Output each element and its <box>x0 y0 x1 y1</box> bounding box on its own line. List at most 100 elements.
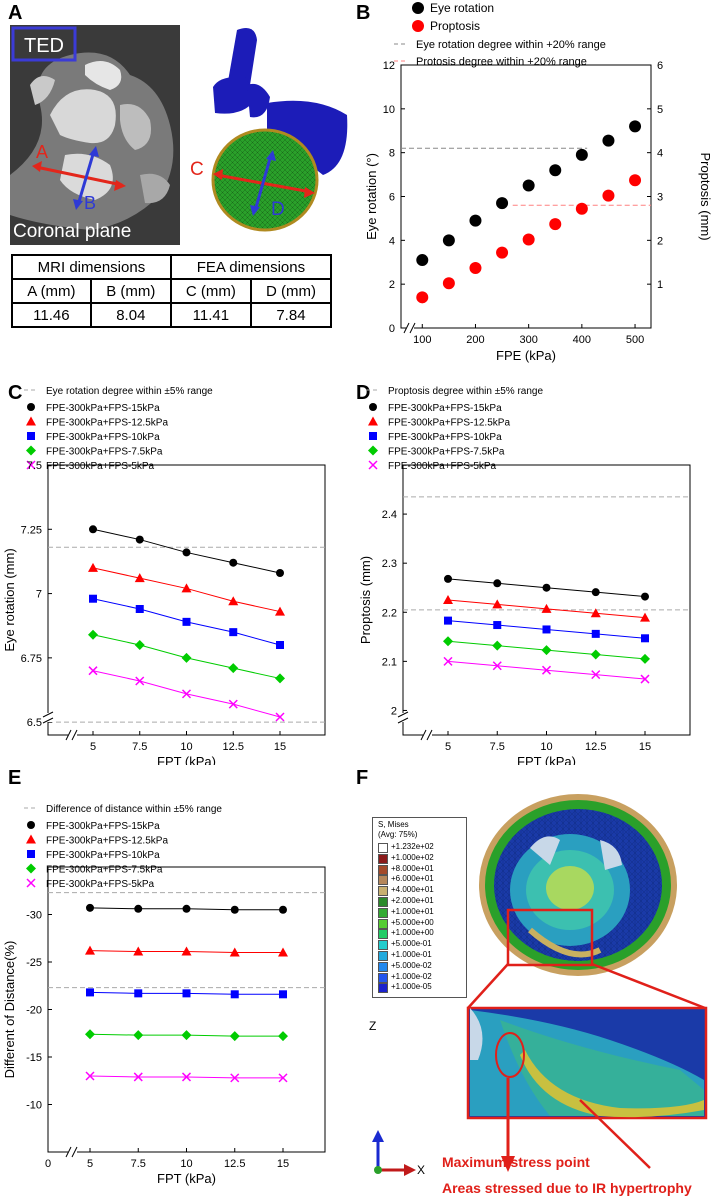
y-axis-break-gap <box>398 713 408 722</box>
annotation-max-stress: Maximum stress point <box>442 1154 590 1170</box>
point-proptosis-2 <box>469 261 482 274</box>
mri-coronal-image: TED A B Coronal plane <box>10 25 180 245</box>
point-proptosis-4 <box>522 233 535 246</box>
point-proptosis-6 <box>575 202 588 215</box>
point-0-0 <box>444 574 452 583</box>
point-2-2 <box>542 625 551 634</box>
value-d: 7.84 <box>249 302 333 328</box>
x-axis-label: FPT (kPa) <box>517 754 576 765</box>
legend-label-1: FPE-300kPa+FPS-12.5kPa <box>46 418 168 429</box>
legend-label-2: FPE-300kPa+FPS-10kPa <box>388 432 502 443</box>
mri-dimensions-header: MRI dimensions <box>11 254 172 280</box>
legend-level-label: +1.000e+02 <box>391 852 434 862</box>
legend-label-0: FPE-300kPa+FPS-15kPa <box>46 403 160 414</box>
y-tick-label-4: 8 <box>389 148 395 160</box>
panel-letter-d: D <box>356 382 371 404</box>
x-tick-label-2: 10 <box>180 1158 192 1170</box>
legend-level-row: +1.000e+02 <box>378 852 464 864</box>
x-tick-label-0: 5 <box>90 741 96 753</box>
y-axis-label: Eye rotation (mm) <box>2 548 17 651</box>
y-axis-break-gap <box>43 713 53 722</box>
legend-level-label: +5.000e-02 <box>391 960 432 970</box>
legend-marker-2 <box>27 850 35 858</box>
legend-marker-4 <box>26 878 36 888</box>
legend-label-2: FPE-300kPa+FPS-10kPa <box>46 850 160 861</box>
legend-swatch <box>378 886 388 897</box>
legend-level-row: +1.000e-01 <box>378 950 464 961</box>
x-tick-label-zero: 0 <box>45 1158 51 1170</box>
axis-z-label: Z <box>369 1019 377 1033</box>
stress-legend: S, Mises (Avg: 75%) +1.232e+02 +1.000e+02… <box>372 817 467 998</box>
marker-b: B <box>84 193 96 213</box>
y-tick-label-0: 2 <box>391 705 397 717</box>
legend-label-1: FPE-300kPa+FPS-12.5kPa <box>46 836 168 847</box>
x-tick-label-4: 15 <box>277 1158 289 1170</box>
legend-marker-2 <box>27 432 35 440</box>
point-1-2 <box>181 583 192 593</box>
legend-label-1: FPE-300kPa+FPS-12.5kPa <box>388 418 510 429</box>
point-0-2 <box>182 548 191 557</box>
point-0-4 <box>641 592 649 601</box>
legend-swatch <box>378 918 388 929</box>
legend-level-label: +1.000e+00 <box>391 928 434 938</box>
point-2-1 <box>135 605 144 613</box>
point-0-1 <box>493 579 502 588</box>
legend-level-label: +1.000e-05 <box>391 982 432 992</box>
point-1-3 <box>229 947 240 957</box>
axis-break-2 <box>409 322 416 334</box>
legend-marker-3 <box>26 445 36 456</box>
y-tick-label-3: 7.25 <box>21 524 42 536</box>
legend-level-label: +8.000e+01 <box>391 863 434 873</box>
legend-marker-1 <box>412 20 424 32</box>
x-tick-label-1: 200 <box>466 334 484 346</box>
x-axis-break-gap <box>68 730 77 740</box>
legend-label-0: Eye rotation <box>430 1 494 15</box>
legend-level-label: +2.000e+01 <box>391 896 434 905</box>
point-4-1 <box>492 661 502 671</box>
legend-subtitle: (Avg: 75%) <box>378 830 418 839</box>
point-1-4 <box>275 606 285 616</box>
legend-label-3: FPE-300kPa+FPS-7.5kPa <box>46 447 163 458</box>
legend-marker-4 <box>26 460 36 470</box>
legend-ref-label: Eye rotation degree within ±5% range <box>46 386 213 397</box>
point-0-1 <box>135 535 144 544</box>
point-2-2 <box>182 989 191 998</box>
point-4-2 <box>181 1072 192 1082</box>
y-tick-label-2: -20 <box>26 1005 42 1017</box>
point-3-2 <box>181 652 192 663</box>
y2-axis-label: Proptosis (mm) <box>698 152 713 240</box>
point-3-4 <box>275 673 285 684</box>
point-3-4 <box>278 1031 288 1042</box>
point-2-4 <box>276 641 284 649</box>
panel-letter-b: B <box>356 2 371 24</box>
point-1-2 <box>541 603 552 613</box>
point-eye-rotation-1 <box>442 234 455 247</box>
point-1-1 <box>133 946 144 956</box>
y-tick-label-2: 2.2 <box>382 607 397 619</box>
point-3-0 <box>88 629 98 640</box>
point-4-3 <box>230 1073 240 1083</box>
point-3-1 <box>492 640 503 651</box>
point-proptosis-1 <box>442 277 455 290</box>
x-tick-label-0: 5 <box>445 741 451 753</box>
legend-ref-label-0: Eye rotation degree within +20% range <box>416 39 606 51</box>
point-4-2 <box>181 689 192 699</box>
panel-letter-c: C <box>8 382 23 404</box>
panel-letter-e: E <box>8 767 22 789</box>
marker-d: D <box>271 199 285 220</box>
legend-level-label: +6.000e+01 <box>391 874 434 884</box>
point-4-4 <box>640 674 650 684</box>
point-3-0 <box>443 636 453 647</box>
y-axis-label: Different of Distance(%) <box>2 941 17 1079</box>
point-0-1 <box>134 904 143 913</box>
point-1-0 <box>443 595 453 604</box>
legend-marker-0 <box>27 403 35 411</box>
y-tick-label-3: 6 <box>389 192 395 204</box>
legend-marker-3 <box>368 445 378 456</box>
point-4-1 <box>135 676 145 686</box>
point-0-2 <box>542 583 551 592</box>
legend-label-3: FPE-300kPa+FPS-7.5kPa <box>388 447 505 458</box>
legend-title: S, Mises <box>378 820 409 829</box>
point-eye-rotation-2 <box>469 214 482 227</box>
point-eye-rotation-8 <box>629 120 642 133</box>
